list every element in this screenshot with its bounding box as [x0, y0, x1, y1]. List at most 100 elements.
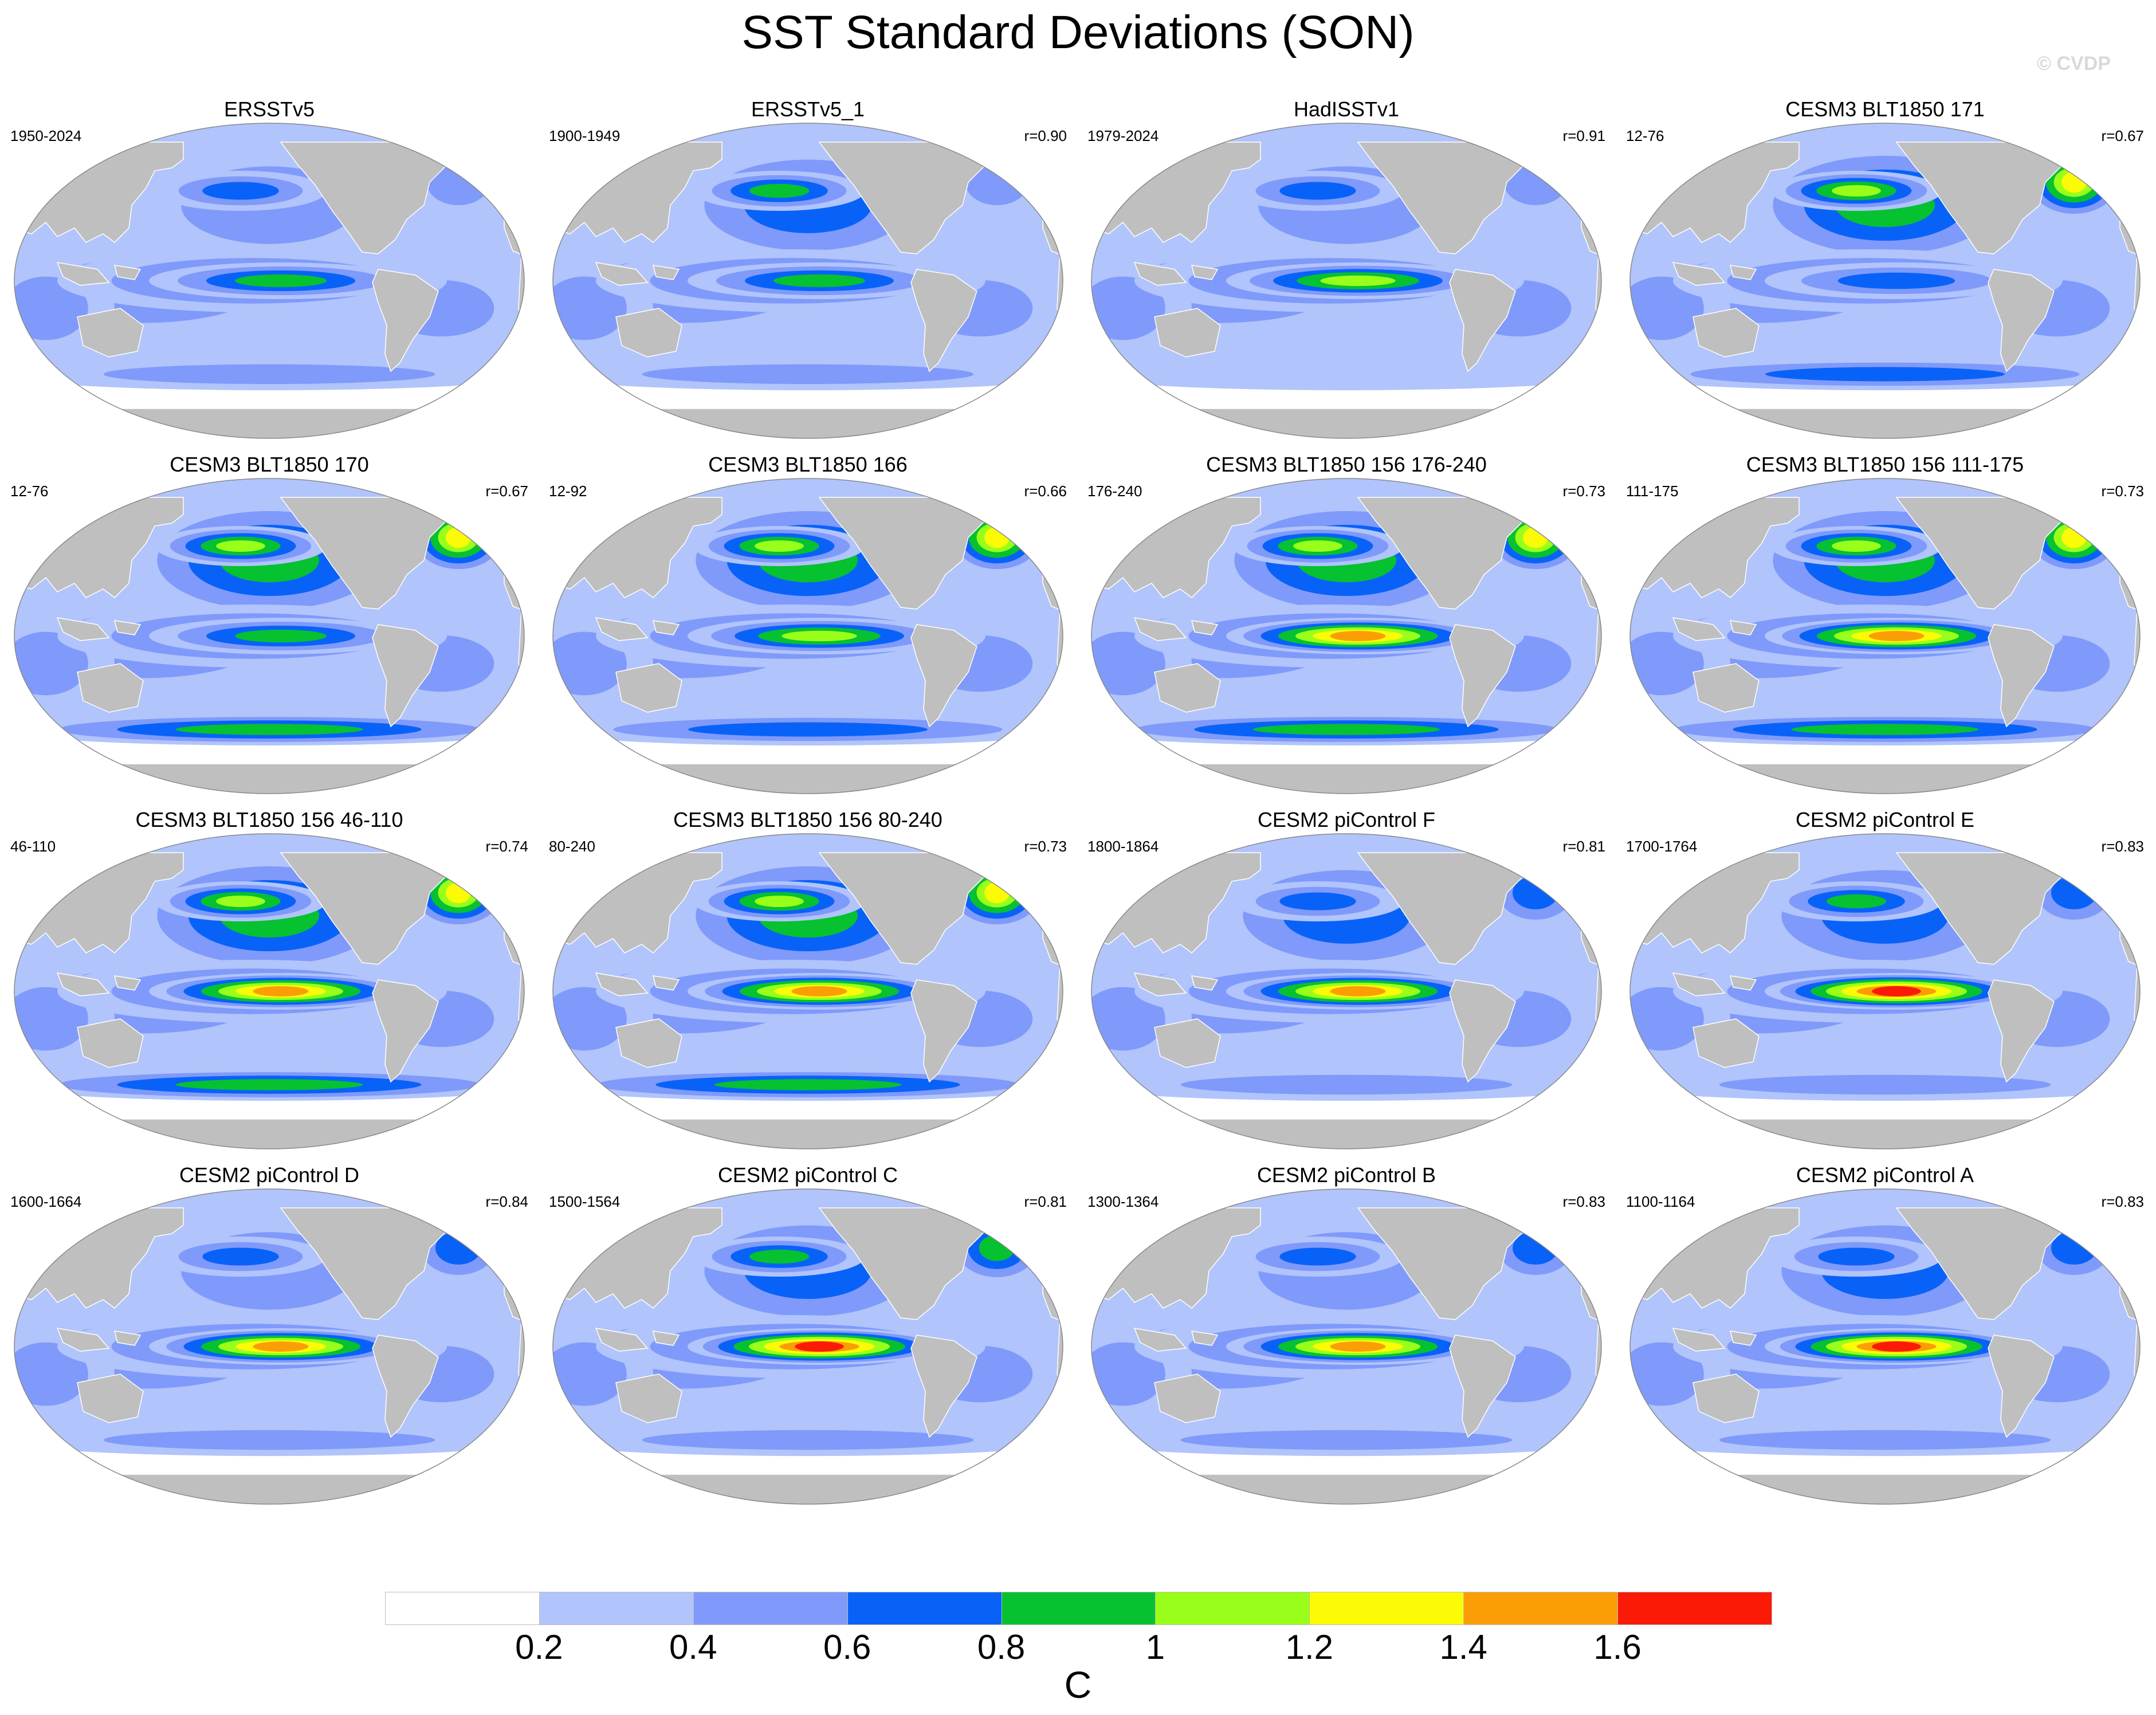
- enso-tongue-band: [253, 986, 309, 996]
- land-mass: [463, 485, 516, 527]
- land-mass: [1540, 1196, 1593, 1237]
- map-boundary: [552, 833, 1063, 1149]
- colorbar-swatch: [385, 1592, 540, 1625]
- panel-pattern-correlation: r=0.81: [1562, 838, 1605, 855]
- land-mass: [1692, 1373, 1760, 1423]
- sst-map: [1091, 123, 1602, 439]
- panel-pattern-correlation: r=0.83: [1562, 1193, 1605, 1210]
- sst-map: [14, 1188, 525, 1505]
- map-panel: CESM2 piControl D 1600-1664 r=0.84: [0, 1163, 539, 1518]
- land-mass: [1002, 485, 1055, 527]
- land-mass: [652, 975, 680, 991]
- land-mass: [1988, 979, 2055, 1083]
- enso-tongue-band: [1330, 986, 1386, 996]
- map-boundary: [1629, 478, 2141, 794]
- colorbar-tick-label: 1: [1145, 1628, 1165, 1666]
- land-mass: [1191, 620, 1219, 635]
- land-mass: [56, 262, 110, 286]
- kuroshio-extension-band: [202, 1247, 279, 1266]
- southern-ocean-band: [642, 1430, 974, 1450]
- panel-title: CESM3 BLT1850 156 111-175: [1746, 453, 2024, 476]
- panel-years: 1600-1664: [10, 1193, 82, 1210]
- indian-ocean-band: [1091, 987, 1165, 1051]
- map-boundary: [1629, 833, 2141, 1149]
- panel-title: ERSSTv5: [223, 97, 315, 121]
- land-mass: [1357, 852, 1530, 965]
- sst-map: [1091, 478, 1602, 794]
- panel-pattern-correlation: r=0.67: [2101, 127, 2144, 144]
- land-mass: [615, 308, 682, 358]
- map-panel: CESM3 BLT1850 156 176-240 176-240 r=0.73: [1077, 453, 1616, 808]
- indian-ocean-band: [553, 987, 627, 1051]
- colorbar-tick-label: 0.2: [515, 1628, 563, 1666]
- land-mass: [56, 972, 110, 996]
- panel-title: ERSSTv5_1: [751, 97, 865, 121]
- panel-years: 111-175: [1626, 482, 1679, 500]
- colorbar-swatch: [1001, 1592, 1156, 1625]
- southern-ocean-band: [1719, 1074, 2051, 1095]
- sst-map: [14, 478, 525, 794]
- land-mass: [1154, 663, 1221, 713]
- cvdp-watermark: © CVDP: [2037, 53, 2111, 74]
- indian-ocean-band: [14, 1342, 88, 1406]
- colorbar-tick-label: 1.6: [1593, 1628, 1641, 1666]
- panel-title: CESM3 BLT1850 156 176-240: [1206, 453, 1487, 476]
- panel-title: CESM3 BLT1850 156 46-110: [135, 808, 403, 831]
- panel-pattern-correlation: r=0.91: [1562, 127, 1605, 144]
- indian-ocean-band: [1630, 1342, 1704, 1406]
- land-mass: [1692, 308, 1760, 358]
- land-mass: [818, 1207, 992, 1320]
- north-atlantic-band: [435, 1231, 481, 1265]
- land-mass: [1630, 408, 2140, 438]
- land-mass: [1988, 624, 2055, 728]
- panel-years: 12-76: [10, 482, 49, 500]
- kuroshio-extension-band: [1832, 540, 1881, 552]
- panel-pattern-correlation: r=0.67: [485, 482, 528, 500]
- sst-map: [1629, 123, 2141, 439]
- map-boundary: [1629, 123, 2141, 439]
- panel-years: 1979-2024: [1087, 127, 1159, 144]
- enso-tongue-band: [1320, 275, 1396, 287]
- southern-ocean-band: [714, 1079, 902, 1090]
- indian-ocean-band: [14, 276, 88, 340]
- land-mass: [1091, 763, 1601, 794]
- land-mass: [463, 130, 516, 171]
- indian-ocean-band: [14, 987, 88, 1051]
- colorbar-tick-label: 1.2: [1285, 1628, 1334, 1666]
- land-mass: [113, 975, 142, 991]
- enso-tongue-band: [1330, 1341, 1386, 1352]
- map-panel: HadISSTv1 1979-2024 r=0.91: [1077, 97, 1616, 453]
- panel-title: CESM2 piControl D: [179, 1163, 360, 1187]
- land-mass: [1692, 1018, 1760, 1068]
- enso-tongue-band: [1837, 272, 1955, 289]
- panel-title: CESM3 BLT1850 171: [1785, 97, 1985, 121]
- land-mass: [1672, 262, 1726, 286]
- land-mass: [1002, 841, 1055, 882]
- southern-ocean-band: [1252, 724, 1440, 735]
- land-mass: [1729, 265, 1757, 280]
- map-panel: ERSSTv5 1950-2024: [0, 97, 539, 453]
- enso-tongue-band: [1872, 1341, 1921, 1352]
- map-boundary: [14, 123, 525, 439]
- colorbar-tick-label: 0.8: [977, 1628, 1026, 1666]
- kuroshio-extension-band: [216, 896, 265, 907]
- land-mass: [1002, 130, 1055, 171]
- indian-ocean-band: [1630, 631, 1704, 696]
- kuroshio-extension-band: [749, 1249, 810, 1264]
- colorbar-swatch: [1617, 1592, 1772, 1625]
- kuroshio-extension-band: [755, 896, 804, 907]
- land-mass: [1191, 1331, 1219, 1346]
- land-mass: [1133, 1328, 1187, 1352]
- land-mass: [1895, 1207, 2069, 1320]
- land-mass: [280, 142, 453, 254]
- map-panel: CESM3 BLT1850 156 46-110 46-110 r=0.74: [0, 808, 539, 1163]
- panel-years: 80-240: [549, 838, 595, 855]
- land-mass: [280, 1207, 453, 1320]
- land-mass: [1672, 972, 1726, 996]
- land-mass: [280, 852, 453, 965]
- panel-years: 1500-1564: [549, 1193, 621, 1210]
- panel-years: 1800-1864: [1087, 838, 1159, 855]
- kuroshio-extension-band: [1293, 540, 1342, 552]
- panel-pattern-correlation: r=0.73: [2101, 482, 2144, 500]
- land-mass: [652, 1331, 680, 1346]
